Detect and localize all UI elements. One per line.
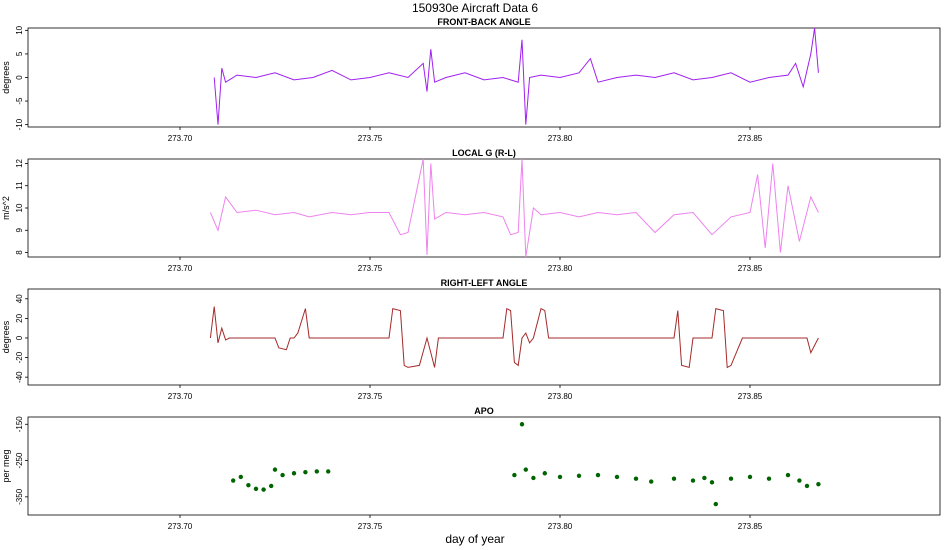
panel-title: APO xyxy=(474,406,494,416)
data-point xyxy=(314,469,319,474)
y-tick-label: 12 xyxy=(15,158,24,167)
data-point xyxy=(519,422,525,427)
data-point xyxy=(709,480,715,485)
data-point xyxy=(326,469,331,474)
panel-frame xyxy=(27,27,941,128)
y-tick-label: -150 xyxy=(15,416,24,433)
panel-frame xyxy=(27,158,941,258)
data-point xyxy=(747,474,753,480)
x-tick-label: 273.85 xyxy=(738,264,763,273)
data-point xyxy=(272,467,278,472)
x-tick-label: 273.70 xyxy=(168,134,193,143)
x-tick-label: 273.80 xyxy=(548,134,573,143)
data-point xyxy=(649,479,654,484)
x-tick-label: 273.70 xyxy=(168,522,193,531)
x-tick-label: 273.70 xyxy=(168,392,193,401)
data-point xyxy=(512,472,517,478)
y-tick-label: 10 xyxy=(15,203,24,212)
panel-frame xyxy=(27,416,941,516)
panel-4: APO per meg 273.70 273.75 273.80 273.85 -150 -2… xyxy=(1,406,941,531)
y-tick-label: 11 xyxy=(15,181,24,190)
main-title: 150930e Aircraft Data 6 xyxy=(412,1,538,15)
data-point xyxy=(303,469,308,475)
y-tick-label: -20 xyxy=(15,351,24,363)
x-tick-label: 273.85 xyxy=(738,522,763,531)
y-tick-label: 0 xyxy=(15,75,24,80)
panels: FRONT-BACK ANGLE degrees 273.70 273.75 273.8… xyxy=(1,17,941,531)
series-line xyxy=(213,27,819,125)
data-point xyxy=(576,473,582,478)
data-point xyxy=(280,472,285,478)
data-point xyxy=(269,483,274,489)
y-tick-label: -5 xyxy=(15,97,24,105)
y-tick-label: -10 xyxy=(15,118,24,130)
x-tick-label: 273.85 xyxy=(738,392,763,401)
y-axis-label: degrees xyxy=(1,61,11,94)
data-point xyxy=(595,472,601,478)
data-point xyxy=(557,474,563,480)
y-tick-label: 20 xyxy=(15,313,24,322)
y-tick-label: 40 xyxy=(15,294,24,303)
y-tick-label: 0 xyxy=(15,335,24,340)
y-tick-label: -40 xyxy=(15,371,24,383)
data-point xyxy=(238,474,243,480)
data-point xyxy=(261,487,266,492)
panel-1: FRONT-BACK ANGLE degrees 273.70 273.75 273.8… xyxy=(1,17,941,143)
data-point xyxy=(614,474,620,480)
x-axis-label: day of year xyxy=(445,532,504,546)
y-tick-label: -350 xyxy=(15,488,24,505)
data-point xyxy=(766,476,772,481)
y-tick-label: 9 xyxy=(15,227,24,232)
data-point xyxy=(702,475,707,481)
series-line xyxy=(209,158,819,258)
panel-title: FRONT-BACK ANGLE xyxy=(437,17,530,27)
y-axis-label: per meg xyxy=(1,449,11,482)
x-tick-label: 273.85 xyxy=(738,134,763,143)
data-point xyxy=(797,478,802,483)
panel-2: LOCAL G (R-L) m/s^2 273.70 273.75 273.80 273.… xyxy=(1,148,941,273)
x-tick-label: 273.75 xyxy=(358,522,383,531)
panel-frame xyxy=(27,288,941,386)
x-tick-label: 273.80 xyxy=(548,392,573,401)
data-point xyxy=(671,476,677,481)
data-point xyxy=(633,476,639,481)
data-point xyxy=(531,475,536,481)
panel-3: RIGHT-LEFT ANGLE degrees 273.70 273.75 273.8… xyxy=(1,278,941,401)
x-tick-label: 273.75 xyxy=(358,392,383,401)
data-point xyxy=(785,472,791,478)
y-axis-label: m/s^2 xyxy=(1,196,11,220)
x-tick-label: 273.75 xyxy=(358,264,383,273)
y-tick-label: -250 xyxy=(15,452,24,469)
panel-title: LOCAL G (R-L) xyxy=(452,148,516,158)
x-tick-label: 273.75 xyxy=(358,134,383,143)
y-tick-label: 8 xyxy=(15,250,24,255)
x-tick-label: 273.80 xyxy=(548,264,573,273)
x-tick-label: 273.80 xyxy=(548,522,573,531)
data-point xyxy=(253,486,259,492)
data-point xyxy=(804,483,810,489)
data-point xyxy=(246,483,251,488)
data-point xyxy=(291,471,297,476)
y-tick-label: 5 xyxy=(15,51,24,56)
data-point xyxy=(690,478,696,483)
data-point xyxy=(713,501,718,507)
data-point xyxy=(728,476,734,481)
y-tick-label: 10 xyxy=(15,25,24,34)
data-point xyxy=(816,481,821,487)
x-tick-label: 273.70 xyxy=(168,264,193,273)
data-point xyxy=(542,471,547,476)
data-point xyxy=(523,467,528,472)
panel-title: RIGHT-LEFT ANGLE xyxy=(441,278,528,288)
series-line xyxy=(209,306,819,369)
y-axis-label: degrees xyxy=(1,320,11,353)
data-point xyxy=(231,478,236,483)
